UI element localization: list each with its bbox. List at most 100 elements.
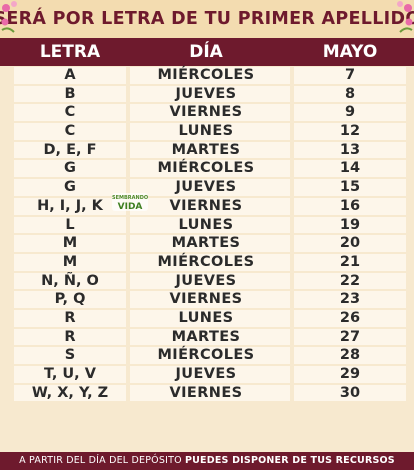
row-band	[14, 291, 126, 308]
flower-decoration-icon	[397, 1, 413, 33]
cell-letra: H, I, J, K	[37, 197, 103, 214]
cell-fecha: 27	[339, 328, 361, 345]
cell-letra: C	[64, 123, 76, 140]
row-band	[294, 104, 406, 122]
table-row: G MIÉRCOLES 14	[0, 159, 414, 178]
row-band	[294, 216, 406, 234]
cell-fecha: 13	[339, 141, 361, 158]
footer-text: A PARTIR DEL DÍA DEL DEPÓSITO	[19, 455, 182, 466]
table-row: B JUEVES 8	[0, 85, 414, 104]
table-row: A MIÉRCOLES 7	[0, 66, 414, 85]
table-row: T, U, V JUEVES 29	[0, 365, 414, 384]
row-band	[130, 384, 290, 402]
row-band	[294, 272, 406, 290]
cell-fecha: 29	[339, 366, 361, 382]
title-bar: SERÁ POR LETRA DE TU PRIMER APELLIDO	[0, 0, 414, 38]
cell-letra: A	[64, 67, 76, 83]
table-row: G JUEVES 15	[0, 178, 414, 197]
table-row: L LUNES 19	[0, 216, 414, 235]
cell-letra: R	[64, 309, 76, 326]
row-band	[14, 309, 126, 327]
row-band	[14, 141, 126, 159]
cell-letra: M	[62, 235, 78, 252]
cell-letra: G	[64, 160, 76, 177]
cell-fecha: 22	[339, 272, 361, 289]
cell-dia: VIERNES	[169, 291, 243, 308]
header-letra: LETRA	[39, 42, 101, 62]
cell-dia: JUEVES	[175, 179, 237, 196]
cell-fecha: 21	[339, 253, 361, 270]
cell-dia: MARTES	[171, 328, 241, 345]
cell-dia: JUEVES	[175, 272, 237, 289]
row-band	[14, 67, 126, 84]
row-band	[130, 141, 290, 159]
cell-letra: R	[64, 328, 76, 345]
cell-dia: LUNES	[178, 216, 234, 233]
flower-decoration-icon	[1, 1, 17, 33]
row-band	[130, 347, 290, 364]
row-band	[294, 141, 406, 159]
footer-note: A PARTIR DEL DÍA DEL DEPÓSITO PUEDES DIS…	[0, 452, 414, 470]
cell-letra: P, Q	[54, 291, 86, 308]
row-band	[294, 366, 406, 383]
cell-letra: W, X, Y, Z	[31, 384, 109, 401]
row-band	[14, 197, 126, 215]
row-band	[130, 366, 290, 383]
row-band	[294, 123, 406, 140]
row-band	[14, 253, 126, 271]
row-band	[14, 85, 126, 103]
row-band	[294, 160, 406, 178]
row-band	[130, 104, 290, 122]
cell-letra: T, U, V	[44, 366, 96, 382]
cell-fecha: 30	[339, 384, 361, 401]
row-band	[14, 104, 126, 122]
table-row: S MIÉRCOLES 28	[0, 346, 414, 365]
table-row: P, Q VIERNES 23	[0, 290, 414, 309]
row-band	[294, 384, 406, 402]
cell-fecha: 23	[339, 291, 361, 308]
row-band	[130, 272, 290, 290]
cell-fecha: 8	[344, 85, 356, 102]
cell-fecha: 16	[339, 197, 361, 214]
cell-fecha: 12	[339, 123, 361, 140]
row-band	[130, 291, 290, 308]
cell-fecha: 26	[339, 309, 361, 326]
row-band	[14, 179, 126, 196]
row-band	[14, 123, 126, 140]
row-band	[14, 160, 126, 178]
row-band	[14, 216, 126, 234]
cell-dia: MIÉRCOLES	[157, 347, 255, 364]
cell-dia: LUNES	[178, 309, 234, 326]
row-band	[14, 366, 126, 383]
table-row: R LUNES 26	[0, 309, 414, 328]
cell-dia: VIERNES	[169, 197, 243, 214]
cell-fecha: 19	[339, 216, 361, 233]
cell-fecha: 14	[339, 160, 361, 177]
row-band	[130, 197, 290, 215]
row-band	[130, 67, 290, 84]
cell-letra: N, Ñ, O	[41, 272, 99, 289]
footer-bold-text: PUEDES DISPONER DE TUS RECURSOS	[184, 455, 395, 466]
row-band	[14, 347, 126, 364]
cell-letra: S	[64, 347, 76, 364]
table-row: H, I, J, K VIERNES 16	[0, 197, 414, 216]
table-row: W, X, Y, Z VIERNES 30	[0, 384, 414, 403]
row-band	[130, 235, 290, 252]
cell-dia: MIÉRCOLES	[157, 160, 255, 177]
table-row: M MARTES 20	[0, 234, 414, 253]
row-band	[14, 272, 126, 290]
cell-fecha: 28	[339, 347, 361, 364]
row-band	[294, 328, 406, 346]
row-band	[294, 179, 406, 196]
row-band	[130, 179, 290, 196]
row-band	[294, 235, 406, 252]
table-row: C VIERNES 9	[0, 103, 414, 122]
cell-dia: LUNES	[178, 123, 234, 140]
cell-fecha: 20	[339, 235, 361, 252]
row-band	[130, 216, 290, 234]
row-band	[294, 291, 406, 308]
cell-dia: VIERNES	[169, 104, 243, 121]
cell-dia: JUEVES	[175, 366, 237, 382]
table-row: D, E, F MARTES 13	[0, 141, 414, 160]
